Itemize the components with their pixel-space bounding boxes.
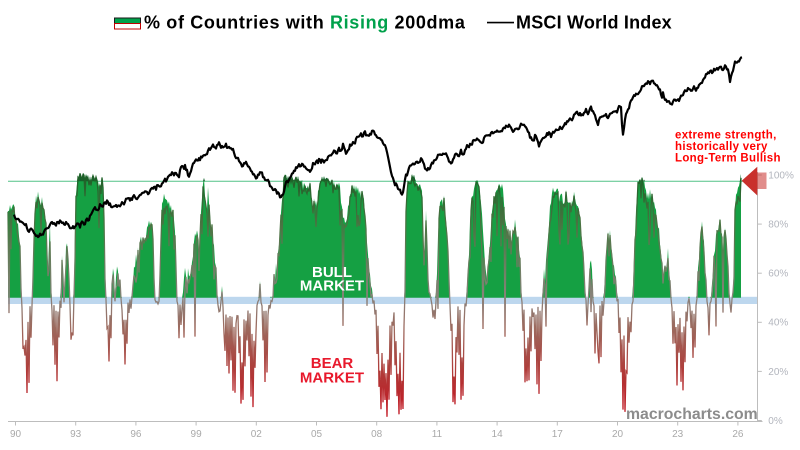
svg-text:60%: 60% [768,269,788,280]
svg-text:08: 08 [371,429,383,440]
svg-text:macrocharts.com: macrocharts.com [626,406,758,423]
svg-text:05: 05 [311,429,323,440]
svg-text:40%: 40% [768,318,788,329]
svg-text:14: 14 [492,429,504,440]
svg-text:23: 23 [672,429,684,440]
svg-text:96: 96 [130,429,142,440]
svg-text:Long-Term Bullish: Long-Term Bullish [675,152,781,164]
svg-text:20%: 20% [768,367,788,378]
svg-text:90: 90 [10,429,22,440]
svg-text:% of Countries with Rising 200: % of Countries with Rising 200dma [144,13,466,33]
svg-text:extreme strength,: extreme strength, [675,130,777,142]
svg-text:100%: 100% [768,170,794,181]
svg-text:MARKET: MARKET [300,278,364,295]
svg-text:BULL: BULL [312,264,352,281]
svg-text:20: 20 [612,429,624,440]
svg-text:93: 93 [70,429,82,440]
svg-text:26: 26 [732,429,744,440]
svg-text:historically very: historically very [675,141,768,153]
svg-text:02: 02 [251,429,263,440]
svg-text:MARKET: MARKET [300,370,364,387]
svg-text:80%: 80% [768,220,788,231]
svg-text:0%: 0% [768,416,783,427]
svg-text:99: 99 [191,429,203,440]
svg-text:MSCI World Index: MSCI World Index [516,13,672,33]
svg-text:17: 17 [552,429,564,440]
svg-text:BEAR: BEAR [311,355,354,372]
svg-text:11: 11 [432,429,443,440]
